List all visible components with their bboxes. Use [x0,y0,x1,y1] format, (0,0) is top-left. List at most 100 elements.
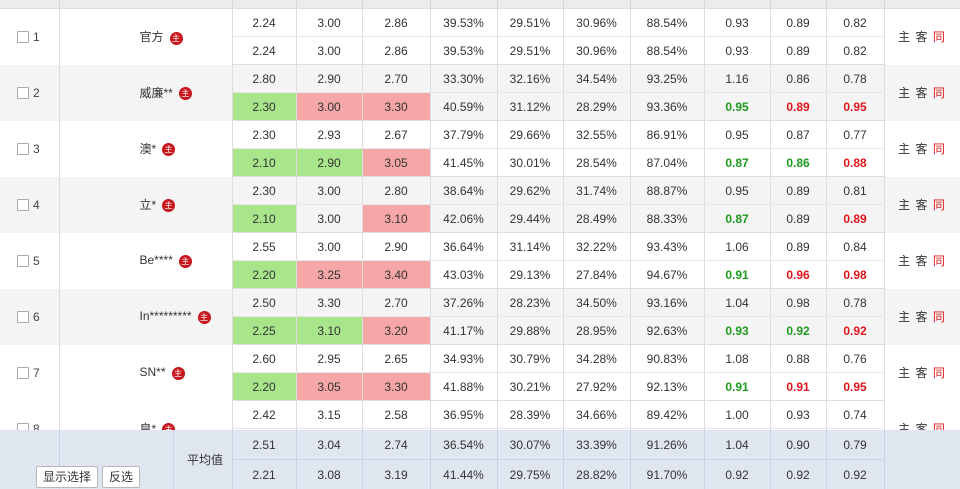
odds-cell: 2.10 [232,204,297,233]
row-select-cell[interactable]: 7 [0,344,60,401]
company-name[interactable]: 立* [139,198,157,212]
row-select-cell[interactable]: 5 [0,232,60,289]
odds-cell: 39.53% [430,36,498,65]
odds-cell: 0.95 [826,92,885,121]
row-actions: 主 客 同 [884,120,960,177]
odds-cell: 3.10 [362,204,431,233]
away-link[interactable]: 客 [915,366,929,380]
row-rank: 4 [33,197,40,212]
row-actions: 主 客 同 [884,176,960,233]
same-link[interactable]: 同 [932,310,946,324]
row-select-cell[interactable]: 3 [0,120,60,177]
odds-cell: 36.64% [430,232,498,261]
avg-a-3: 36.54% [430,430,498,460]
odds-cell: 34.28% [563,344,631,373]
odds-cell: 34.54% [563,64,631,93]
invert-selection-button[interactable]: 反选 [102,466,141,488]
row-checkbox[interactable] [17,198,29,211]
row-actions: 主 客 同 [884,9,960,65]
away-link[interactable]: 客 [915,30,929,45]
odds-cell: 0.92 [770,316,827,345]
odds-cell: 41.88% [430,372,498,401]
table-row: 1 官方主 2.24 3.00 2.86 39.53% 29.51% 30.96% 88.54%… [0,9,960,65]
away-link[interactable]: 客 [915,254,929,268]
company-name[interactable]: 威廉** [139,86,173,100]
row-checkbox[interactable] [17,310,29,323]
odds-cell: 37.26% [430,288,498,317]
home-link[interactable]: 主 [898,310,912,324]
away-link[interactable]: 客 [915,198,929,212]
home-badge-icon: 主 [171,366,185,380]
away-link[interactable]: 客 [915,142,929,156]
odds-cell: 87.04% [630,148,705,177]
odds-cell: 28.29% [563,92,631,121]
odds-cell: 32.55% [563,120,631,149]
odds-cell: 34.50% [563,288,631,317]
odds-cell: 38.64% [430,176,498,205]
odds-cell: 0.95 [826,372,885,401]
row-select-cell[interactable]: 1 [0,9,60,65]
company-name[interactable]: In********* [139,309,192,324]
home-link[interactable]: 主 [898,366,912,380]
odds-cell: 2.50 [232,288,297,317]
same-link[interactable]: 同 [932,254,946,268]
odds-cell: 29.51% [497,36,564,65]
company-name[interactable]: 官方 [139,30,164,45]
row-checkbox[interactable] [17,142,29,155]
company-name-cell: 立* 主 [59,176,233,233]
home-link[interactable]: 主 [898,142,912,156]
company-name[interactable]: SN** [139,365,166,380]
avg-a-6: 91.26% [630,430,705,460]
odds-cell: 88.33% [630,204,705,233]
same-link[interactable]: 同 [932,142,946,156]
avg-a-9: 0.79 [826,430,885,460]
same-link[interactable]: 同 [932,198,946,212]
away-link[interactable]: 客 [915,86,929,100]
odds-cell: 3.10 [296,316,363,345]
kelly-value: 0.89 [786,99,810,114]
odds-cell: 0.82 [826,9,885,37]
odds-cell: 0.96 [770,260,827,289]
home-link[interactable]: 主 [898,198,912,212]
odds-cell: 0.95 [704,176,771,205]
avg-a-2: 2.74 [362,430,431,460]
odds-cell: 2.30 [232,92,297,121]
odds-cell: 3.00 [296,204,363,233]
row-rank: 2 [33,85,40,100]
company-name[interactable]: 澳* [139,142,157,156]
row-checkbox[interactable] [17,366,29,379]
same-link[interactable]: 同 [932,366,946,380]
row-select-cell[interactable]: 2 [0,64,60,121]
home-link[interactable]: 主 [898,254,912,268]
home-link[interactable]: 主 [898,86,912,100]
odds-cell: 1.04 [704,288,771,317]
row-checkbox[interactable] [17,31,29,44]
kelly-value: 0.91 [786,379,810,394]
home-link[interactable]: 主 [898,30,912,45]
odds-cell: 3.20 [362,316,431,345]
odds-cell: 0.77 [826,120,885,149]
row-select-cell[interactable]: 4 [0,176,60,233]
table-row: 2 威廉** 主 2.80 2.90 2.70 33.30% 32.16% 34.54% 93.2… [0,64,960,121]
odds-cell: 88.54% [630,9,705,37]
odds-cell: 88.54% [630,36,705,65]
kelly-value: 0.89 [843,211,867,226]
away-link[interactable]: 客 [915,310,929,324]
odds-cell: 1.08 [704,344,771,373]
kelly-value: 0.88 [843,155,867,170]
same-link[interactable]: 同 [932,86,946,100]
odds-cell: 31.74% [563,176,631,205]
odds-cell: 0.82 [826,36,885,65]
odds-cell: 34.93% [430,344,498,373]
show-selected-button[interactable]: 显示选择 [36,466,99,488]
table-row: 2.20 3.05 3.30 41.88% 30.21% 27.92% 92.13% 0.91… [0,372,960,401]
company-name[interactable]: Be**** [139,253,173,268]
row-select-cell[interactable]: 6 [0,288,60,345]
row-checkbox[interactable] [17,254,29,267]
row-checkbox[interactable] [17,86,29,99]
home-badge-icon: 主 [169,31,183,45]
same-link[interactable]: 同 [932,30,946,45]
table-row: 2.20 3.25 3.40 43.03% 29.13% 27.84% 94.67% 0.91… [0,260,960,289]
odds-cell: 89.42% [630,400,705,429]
odds-cell: 0.76 [826,344,885,373]
